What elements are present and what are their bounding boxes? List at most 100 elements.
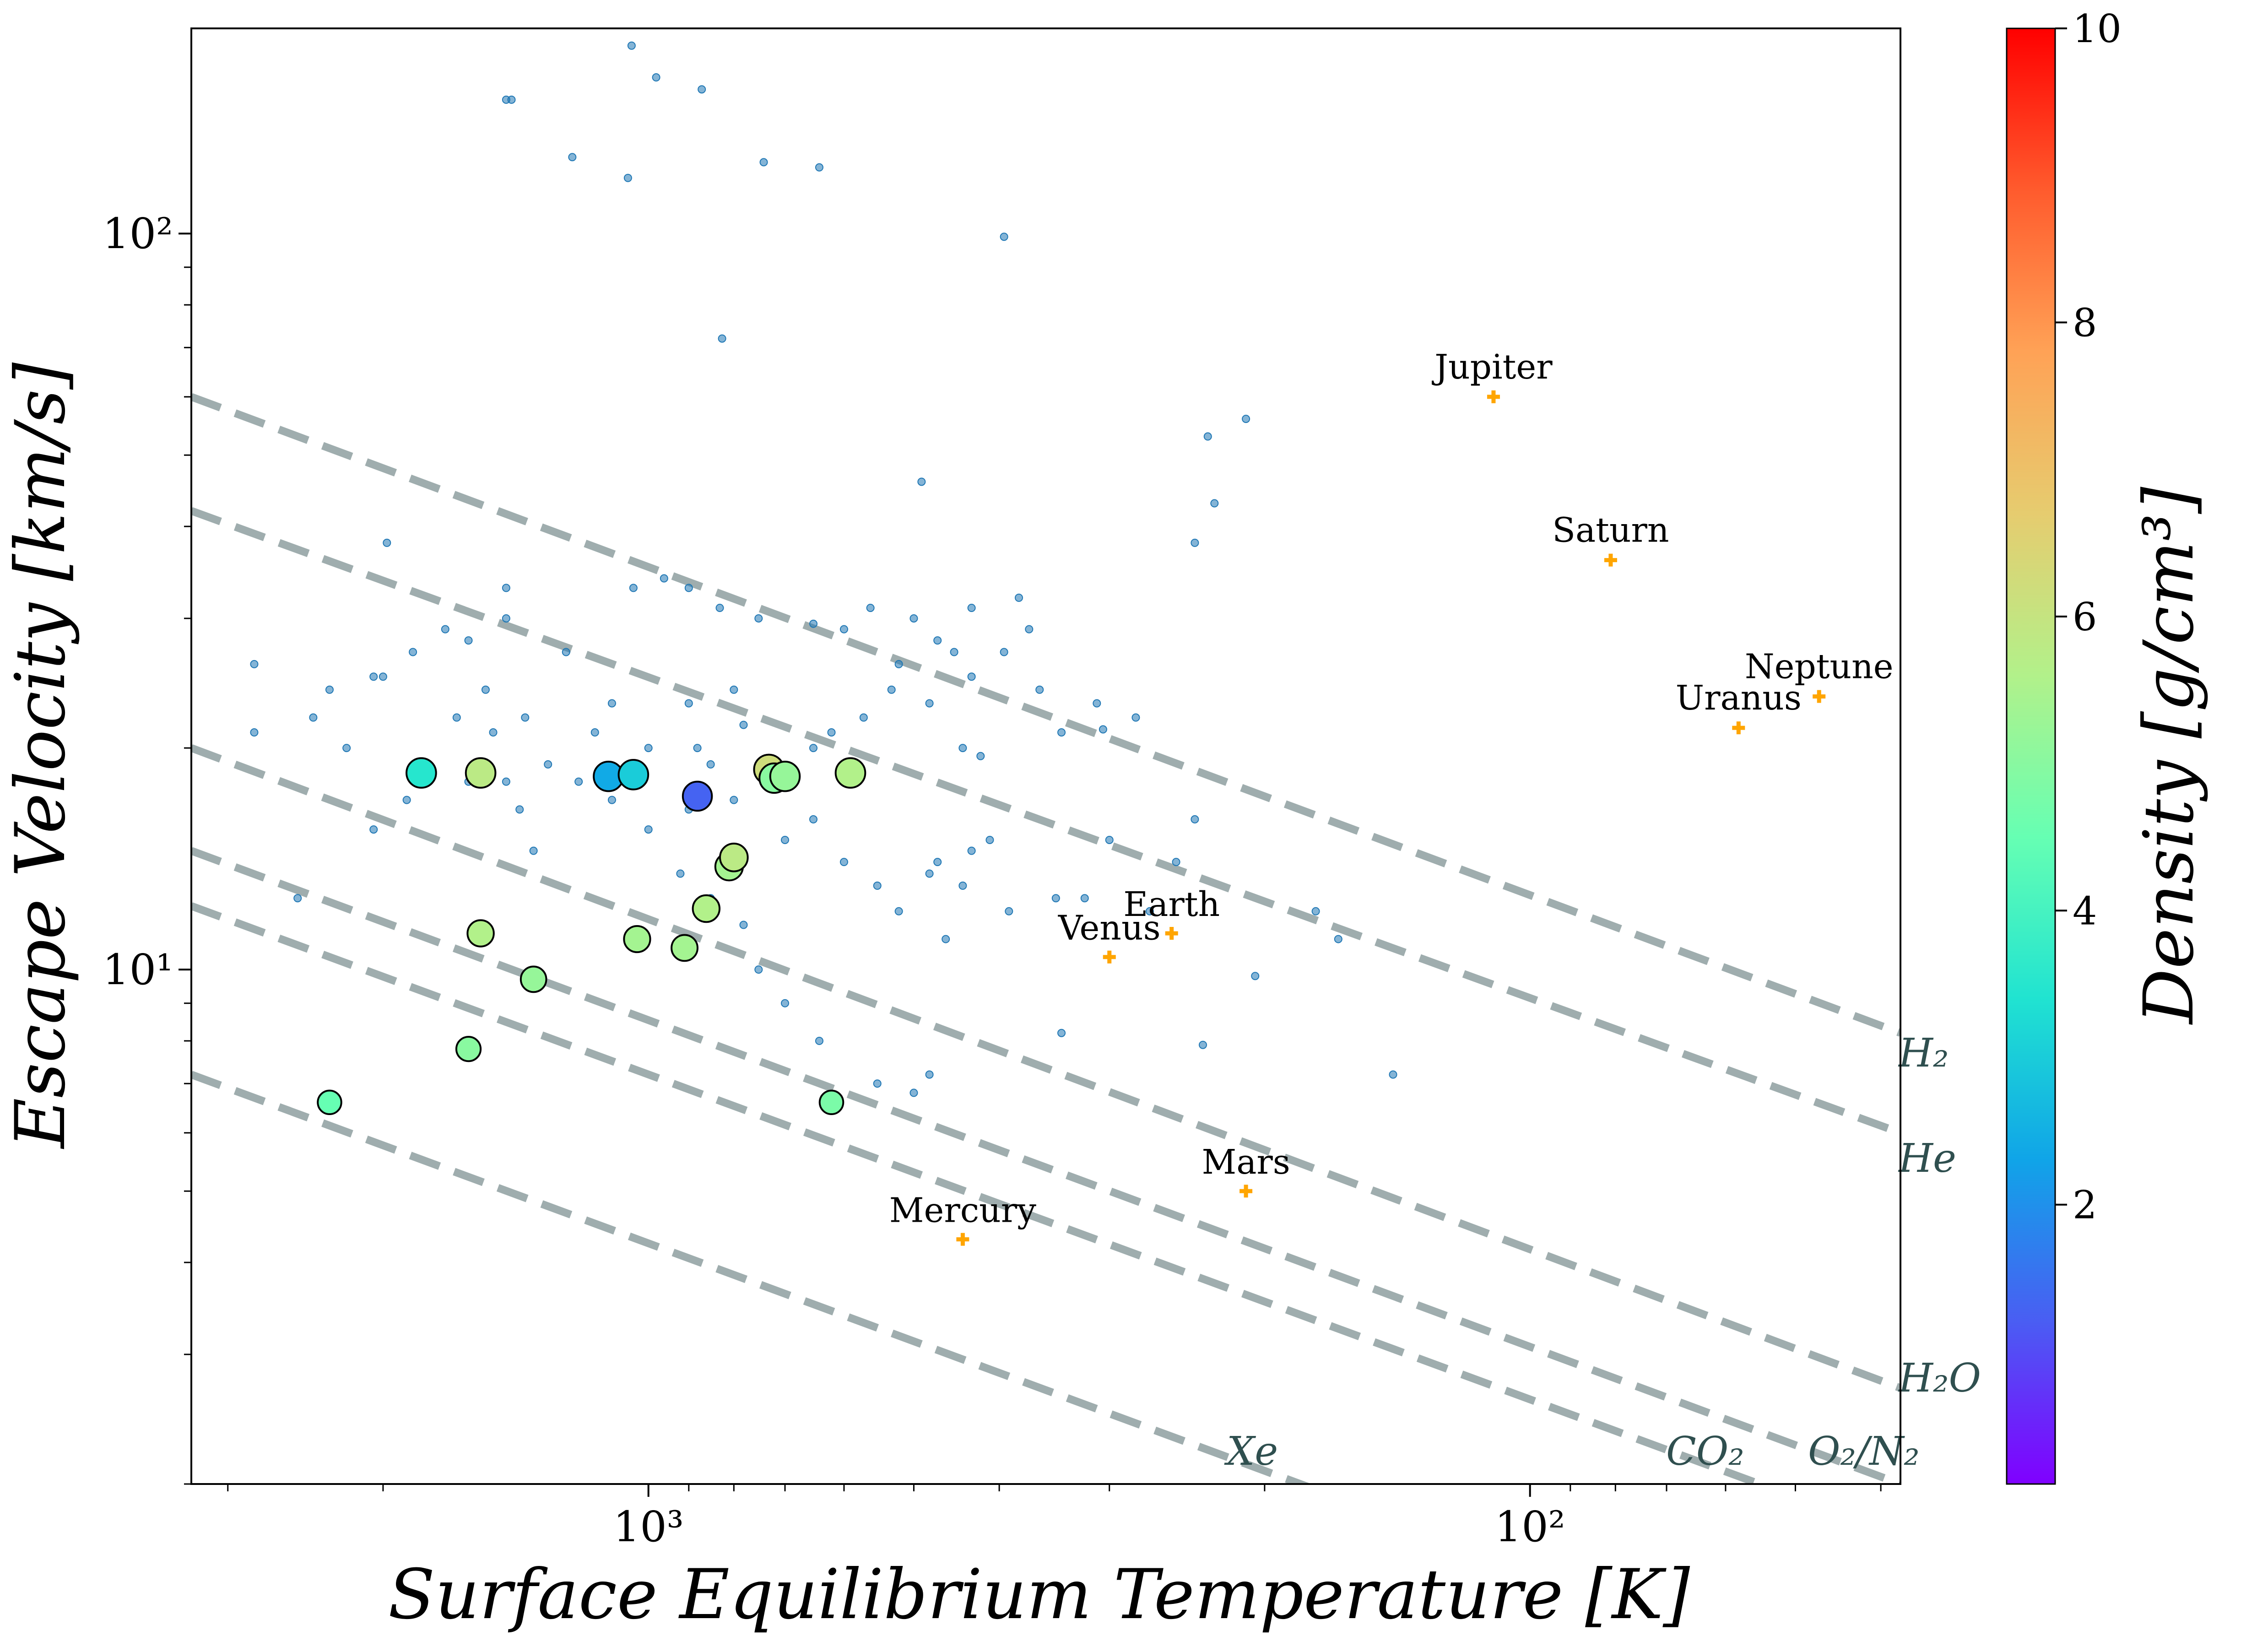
- exoplanet-point: [644, 825, 653, 834]
- y-tick-label: 10²: [103, 209, 173, 258]
- exoplanet-point: [781, 999, 790, 1007]
- planet-label: Mercury: [889, 1191, 1036, 1230]
- solar-planet-venus: Venus: [1058, 909, 1161, 964]
- solar-planet-saturn: Saturn: [1552, 511, 1669, 567]
- exoplanet-point: [809, 744, 817, 753]
- exoplanet-point: [452, 713, 461, 722]
- exoplanet-point: [958, 744, 967, 753]
- exoplanet-point: [933, 636, 942, 645]
- plus-marker: [956, 1233, 969, 1246]
- exoplanet-point: [627, 41, 636, 50]
- exoplanet-point: [859, 713, 868, 722]
- exoplanet-point: [1099, 725, 1107, 734]
- plot-frame: [190, 27, 1901, 1485]
- exoplanet-point: [1051, 894, 1060, 903]
- exoplanet-point: [481, 685, 490, 694]
- exoplanet-point: [574, 777, 583, 786]
- retention-line: [191, 847, 1900, 1484]
- planet-label: Earth: [1123, 885, 1220, 924]
- exoplanet-point: [925, 699, 934, 708]
- exoplanet-point: [562, 648, 570, 656]
- exoplanet-point: [293, 894, 302, 903]
- exoplanet-point: [250, 660, 259, 668]
- x-axis: 10³ 10²: [227, 1484, 1882, 1551]
- exoplanet-point: [1080, 894, 1089, 903]
- solar-planet-neptune: Neptune: [1745, 647, 1894, 703]
- colorbar-tick-label: 10: [2073, 6, 2122, 51]
- exoplanet-point: [684, 584, 693, 592]
- exoplanet-density-point: [719, 842, 749, 872]
- exoplanet-density-point: [466, 919, 495, 948]
- exoplanet-density-point: [682, 780, 713, 812]
- exoplanet-point: [1251, 972, 1260, 980]
- exoplanet-point: [706, 760, 715, 769]
- colorbar-tick-label: 8: [2073, 300, 2097, 345]
- planet-label: Saturn: [1552, 511, 1669, 550]
- exoplanet-point: [502, 614, 510, 623]
- gas-label: O₂/N₂: [1808, 1429, 1920, 1474]
- exoplanet-point: [1005, 907, 1013, 915]
- exoplanet-point: [958, 881, 967, 890]
- colorbar-tick-label: 4: [2073, 888, 2097, 933]
- exoplanet-point: [489, 728, 498, 737]
- exoplanet-point: [502, 777, 510, 786]
- exoplanet-point: [730, 796, 738, 804]
- exoplanet-point: [827, 728, 836, 737]
- exoplanet-point: [1025, 625, 1034, 634]
- exoplanet-density-point: [617, 759, 650, 791]
- exoplanet-point: [684, 699, 693, 708]
- exoplanet-point: [1203, 432, 1212, 441]
- plus-marker: [1240, 1185, 1253, 1198]
- exoplanet-point: [739, 720, 748, 729]
- colorbar: 2 4 6 8 10 Density [g/cm³]: [2006, 6, 2209, 1485]
- exoplanet-point: [715, 604, 724, 612]
- exoplanet-point: [1000, 648, 1008, 656]
- exoplanet-density-point: [818, 1089, 844, 1116]
- exoplanet-point: [809, 619, 817, 628]
- exoplanet-point: [1131, 713, 1140, 722]
- plot-clipped-layer: [191, 41, 1900, 1484]
- exoplanet-point: [781, 835, 790, 844]
- colorbar-tick-label: 2: [2073, 1183, 2097, 1228]
- colorbar-title: Density [g/cm³]: [2129, 487, 2209, 1025]
- exoplanet-point: [894, 907, 903, 915]
- exoplanet-point: [1242, 415, 1250, 423]
- planet-label: Uranus: [1676, 678, 1802, 718]
- exoplanet-point: [464, 636, 473, 645]
- exoplanet-point: [529, 846, 538, 855]
- exoplanet-point: [909, 1089, 918, 1097]
- exoplanet-point: [507, 95, 516, 104]
- exoplanet-point: [568, 153, 577, 162]
- exoplanet-point: [976, 752, 985, 760]
- exoplanet-point: [379, 672, 387, 681]
- exoplanet-point: [933, 858, 942, 867]
- exoplanet-point: [967, 604, 976, 612]
- exoplanet-point: [1334, 935, 1342, 943]
- exoplanet-point: [967, 846, 976, 855]
- exoplanet-point: [1035, 685, 1044, 694]
- exoplanet-point: [1198, 1040, 1207, 1049]
- colorbar-ticks: 2 4 6 8 10: [2055, 6, 2122, 1228]
- exoplanet-point: [1210, 499, 1219, 508]
- exoplanet-point: [698, 85, 706, 94]
- exoplanet-point: [1057, 1029, 1066, 1037]
- exoplanet-point: [839, 625, 848, 634]
- exoplanet-point: [629, 584, 638, 592]
- exoplanet-point: [383, 538, 391, 547]
- exoplanet-point: [967, 672, 976, 681]
- exoplanet-point: [985, 835, 994, 844]
- exoplanet-point: [544, 760, 552, 769]
- plus-marker: [1732, 721, 1745, 735]
- solar-planet-earth: Earth: [1123, 885, 1220, 940]
- planet-label: Venus: [1058, 909, 1161, 948]
- exoplanet-point: [739, 921, 748, 929]
- solar-planet-mercury: Mercury: [889, 1191, 1036, 1246]
- exoplanet-point: [925, 1070, 934, 1079]
- retention-line: [191, 902, 1771, 1484]
- plus-marker: [1604, 553, 1617, 567]
- solar-planet-uranus: Uranus: [1676, 678, 1802, 735]
- exoplanet-point: [652, 73, 660, 82]
- exoplanet-point: [1057, 728, 1066, 737]
- exoplanet-point: [1389, 1070, 1397, 1079]
- retention-line: [191, 1071, 1312, 1484]
